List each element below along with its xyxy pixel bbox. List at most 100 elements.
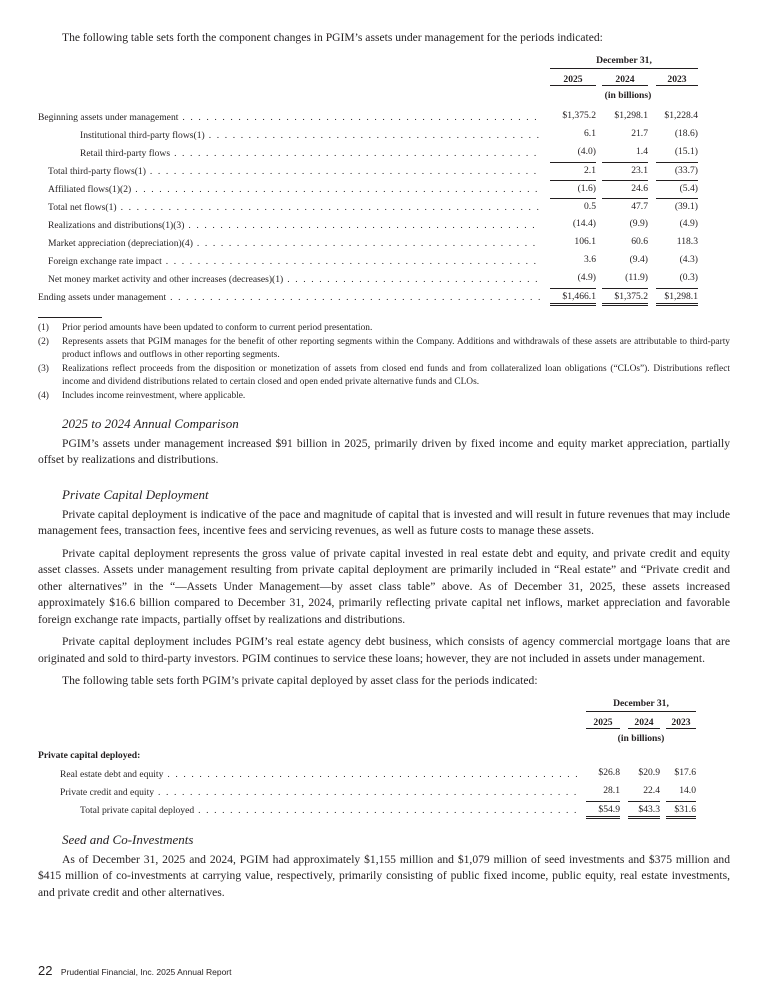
page-footer: 22 Prudential Financial, Inc. 2025 Annua…	[38, 942, 730, 980]
dot-leader: . . . . . . . . . . . . . . . . . . . . …	[188, 219, 540, 231]
cell-value: (14.4)	[572, 217, 596, 229]
table-row: Private credit and equity. . . . . . . .…	[38, 782, 578, 798]
footnote-number: (1)	[38, 322, 49, 333]
cell-value: (39.1)	[656, 197, 698, 213]
year-header: 2024	[602, 74, 648, 86]
cell-value: $1,466.1	[550, 287, 596, 306]
paragraph: Private capital deployment is indicative…	[38, 507, 730, 538]
row-label: Total third-party flows(1)	[48, 165, 146, 177]
cell-value: (9.4)	[629, 253, 648, 265]
paragraph: As of December 31, 2025 and 2024, PGIM h…	[38, 852, 730, 899]
cell-value: 22.4	[643, 784, 660, 796]
unit-label: (in billions)	[617, 732, 665, 744]
row-label: Realizations and distributions(1)(3)	[48, 219, 185, 231]
dot-leader: . . . . . . . . . . . . . . . . . . . . …	[287, 273, 540, 285]
cell-value: (0.3)	[679, 271, 698, 283]
cell-value: 60.6	[631, 235, 648, 247]
year-header: 2023	[666, 717, 696, 729]
dot-leader: . . . . . . . . . . . . . . . . . . . . …	[198, 804, 578, 816]
cell-value: (18.6)	[674, 127, 698, 139]
dot-leader: . . . . . . . . . . . . . . . . . . . . …	[149, 165, 540, 177]
footnote-text: Includes income reinvestment, where appl…	[62, 390, 246, 401]
table-row: Net money market activity and other incr…	[38, 269, 540, 285]
section-heading: 2025 to 2024 Annual Comparison	[62, 415, 239, 431]
row-label: Private credit and equity	[60, 786, 155, 798]
cell-value: 23.1	[602, 161, 648, 177]
table-row: Ending assets under management. . . . . …	[38, 287, 540, 303]
year-header: 2024	[628, 717, 660, 729]
cell-value: (9.9)	[629, 217, 648, 229]
section-label: Private capital deployed:	[38, 749, 141, 761]
paragraph: Private capital deployment includes PGIM…	[38, 635, 730, 665]
dot-leader: . . . . . . . . . . . . . . . . . . . . …	[135, 183, 540, 195]
table-row: Total private capital deployed. . . . . …	[38, 800, 578, 816]
cell-value: (1.6)	[550, 179, 596, 195]
cell-value: (33.7)	[656, 161, 698, 177]
cell-value: $20.9	[638, 766, 660, 778]
footnote: (4) Includes income reinvestment, where a…	[38, 390, 730, 403]
row-label: Total net flows(1)	[48, 201, 117, 213]
row-label: Market appreciation (depreciation)(4)	[48, 237, 193, 249]
paragraph: The following table sets forth PGIM’s pr…	[62, 674, 538, 687]
cell-value: 47.7	[602, 197, 648, 213]
row-label: Retail third-party flows	[80, 147, 171, 159]
private-capital-table: December 31, 2025 2024 2023 (in billions…	[38, 698, 698, 820]
table-row: Institutional third-party flows(1). . . …	[38, 125, 540, 141]
cell-value: (15.1)	[674, 145, 698, 157]
year-header: 2023	[656, 74, 698, 86]
dot-leader: . . . . . . . . . . . . . . . . . . . . …	[182, 111, 540, 123]
paragraph: PGIM’s assets under management increased…	[38, 436, 730, 467]
cell-value: 118.3	[676, 235, 698, 247]
table-row: Beginning assets under management. . . .…	[38, 107, 540, 123]
section-heading: Seed and Co-Investments	[62, 831, 194, 847]
cell-value: (5.4)	[656, 179, 698, 195]
cell-value: (4.0)	[577, 145, 596, 157]
section-heading: Private Capital Deployment	[62, 486, 209, 502]
cell-value: 24.6	[602, 179, 648, 195]
cell-value: 0.5	[550, 197, 596, 213]
dot-leader: . . . . . . . . . . . . . . . . . . . . …	[158, 786, 578, 798]
table-row: Total net flows(1). . . . . . . . . . . …	[38, 197, 540, 213]
cell-value: (4.9)	[679, 217, 698, 229]
cell-value: (4.3)	[679, 253, 698, 265]
cell-value: $1,228.4	[664, 109, 698, 121]
cell-value: 3.6	[584, 253, 596, 265]
dot-leader: . . . . . . . . . . . . . . . . . . . . …	[170, 291, 540, 303]
paragraph: Private capital deployment represents th…	[38, 546, 730, 626]
footnote-text: Prior period amounts have been updated t…	[62, 322, 373, 333]
dot-leader: . . . . . . . . . . . . . . . . . . . . …	[120, 201, 540, 213]
row-label: Beginning assets under management	[38, 111, 179, 123]
cell-value: $43.3	[628, 800, 660, 819]
footnote: (3) Realizations reflect proceeds from th…	[38, 363, 730, 389]
cell-value: $26.8	[598, 766, 620, 778]
year-header: 2025	[550, 74, 596, 86]
unit-label: (in billions)	[604, 89, 652, 101]
dot-leader: . . . . . . . . . . . . . . . . . . . . …	[174, 147, 540, 159]
footnote: (1) Prior period amounts have been update…	[38, 322, 730, 335]
dot-leader: . . . . . . . . . . . . . . . . . . . . …	[165, 255, 540, 267]
cell-value: $1,375.2	[602, 287, 648, 306]
cell-value: $1,375.2	[562, 109, 596, 121]
row-label: Institutional third-party flows(1)	[80, 129, 205, 141]
cell-value: 28.1	[603, 784, 620, 796]
footnote-divider	[38, 316, 102, 318]
footnote-number: (3)	[38, 363, 49, 374]
cell-value: (11.9)	[625, 271, 648, 283]
cell-value: 106.1	[574, 235, 596, 247]
cell-value: 2.1	[550, 161, 596, 177]
cell-value: $31.6	[666, 800, 696, 819]
table-row: Real estate debt and equity. . . . . . .…	[38, 764, 578, 780]
footnote-number: (2)	[38, 336, 49, 347]
intro-paragraph: The following table sets forth the compo…	[62, 31, 603, 44]
cell-value: $54.9	[586, 800, 620, 819]
report-title: Prudential Financial, Inc. 2025 Annual R…	[60, 967, 232, 977]
footnote-text: Represents assets that PGIM manages for …	[62, 336, 730, 360]
year-header: 2025	[586, 717, 620, 729]
row-label: Affiliated flows(1)(2)	[48, 183, 132, 195]
dot-leader: . . . . . . . . . . . . . . . . . . . . …	[208, 129, 540, 141]
period-header: December 31,	[586, 698, 696, 712]
cell-value: 21.7	[631, 127, 648, 139]
cell-value: $1,298.1	[614, 109, 648, 121]
cell-value: 6.1	[584, 127, 596, 139]
footnote-text: Realizations reflect proceeds from the d…	[62, 363, 730, 387]
